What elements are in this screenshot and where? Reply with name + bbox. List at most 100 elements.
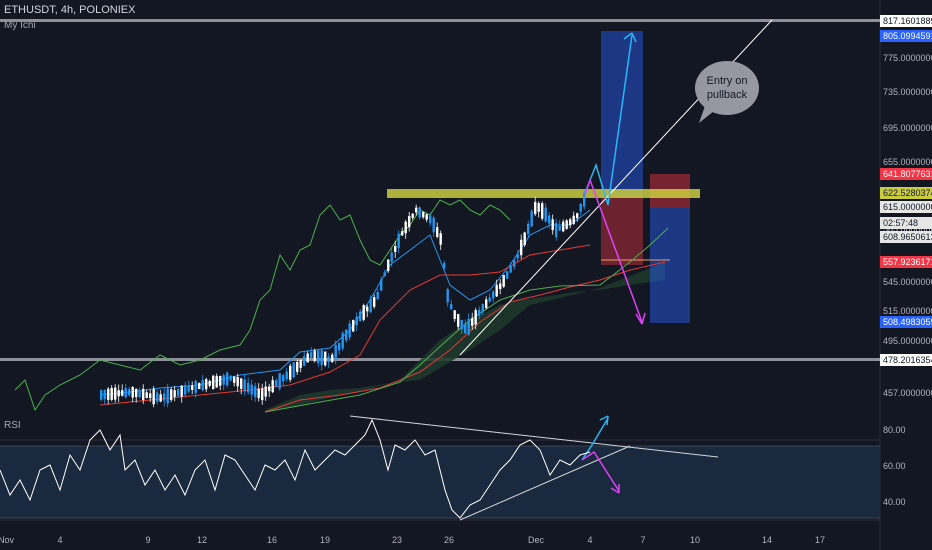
candle-body (240, 378, 243, 389)
candle-body (355, 316, 358, 326)
candle-body (215, 375, 218, 388)
candle-body (138, 390, 141, 398)
candle-body (569, 219, 572, 226)
candle-body (541, 203, 544, 219)
candle-body (390, 252, 393, 262)
candle-body (324, 351, 327, 366)
candle-body (429, 215, 432, 224)
time-tick-label: 7 (640, 535, 645, 545)
bearish-arrow-head (635, 312, 646, 325)
price-tick-label: 495.00000000 (883, 336, 932, 346)
candle-body (387, 259, 390, 272)
candle-body (376, 292, 379, 299)
candle-body (289, 365, 292, 380)
rsi-descending-trendline[interactable] (349, 415, 719, 458)
candle-body (457, 314, 460, 327)
price-tick-label: 655.00000000 (883, 157, 932, 167)
candle-body (562, 221, 565, 232)
callout-line-1: Entry on (707, 75, 748, 87)
candle-body (366, 306, 369, 312)
candle-body (250, 384, 253, 395)
entry-callout[interactable]: Entry on pullback (695, 61, 759, 123)
candle-body (530, 210, 533, 227)
candle-body (163, 393, 166, 401)
candle-body (107, 388, 110, 400)
time-tick-label: 10 (690, 535, 700, 545)
candle-body (205, 379, 208, 390)
candle-body (233, 376, 236, 383)
rsi-ascending-trendline[interactable] (459, 445, 631, 521)
top-level-line[interactable] (0, 19, 880, 22)
candle-body (453, 310, 456, 320)
bearish-projection-arrow[interactable] (584, 177, 643, 323)
candle-body (128, 389, 131, 396)
candle-body (198, 382, 201, 390)
candle-body (243, 379, 246, 392)
candle-body (362, 305, 365, 320)
candle-body (436, 227, 439, 237)
long-stop-zone[interactable] (601, 195, 643, 265)
candle-body (544, 207, 547, 222)
resistance-zone[interactable] (387, 189, 700, 198)
candle-body (499, 283, 502, 290)
long-target-zone[interactable] (601, 31, 643, 195)
time-axis[interactable]: Nov 4 9 12 16 19 23 26 Dec 4 7 10 14 17 (0, 535, 825, 545)
time-tick-label: 4 (587, 535, 592, 545)
candle-body (502, 274, 505, 287)
price-badge-label: 508.49830592 (883, 317, 932, 327)
candle-body (467, 318, 470, 335)
candle-body (184, 385, 187, 395)
candle-body (201, 379, 204, 391)
candle-body (418, 207, 421, 218)
price-badges: 817.16018897 805.09945919 641.80776313 622.… (880, 15, 932, 366)
bullish-projection-arrow[interactable] (584, 34, 633, 206)
rsi-tick-label: 80.00 (883, 425, 906, 435)
candle-body (492, 291, 495, 299)
candle-body (380, 279, 383, 291)
candle-body (394, 245, 397, 253)
price-tick-label: 775.00000000 (883, 53, 932, 63)
candle-body (352, 320, 355, 332)
candle-body (261, 388, 264, 401)
candle-body (450, 304, 453, 310)
candle-body (513, 259, 516, 267)
candle-body (338, 343, 341, 351)
indicator-label[interactable]: My Ichi (4, 20, 36, 31)
price-tick-label: 735.00000000 (883, 87, 932, 97)
candle-body (369, 298, 372, 313)
candle-body (317, 350, 320, 364)
candle-body (278, 373, 281, 389)
rsi-bearish-arrow[interactable] (581, 450, 620, 492)
candle-body (523, 232, 526, 245)
candle-body (121, 390, 124, 396)
candle-body (411, 213, 414, 218)
price-badge (880, 231, 932, 243)
candle-body (534, 201, 537, 215)
chikou-span (14, 199, 511, 412)
time-tick-label: 14 (762, 535, 772, 545)
candle-body (488, 297, 491, 302)
price-badge (880, 30, 932, 42)
rsi-bullish-arrow[interactable] (581, 417, 609, 461)
candle-body (446, 289, 449, 303)
candle-body (187, 386, 190, 392)
time-tick-label: 17 (815, 535, 825, 545)
time-tick-label: Nov (0, 535, 14, 545)
candle-body (180, 385, 183, 397)
time-tick-label: 26 (444, 535, 454, 545)
rsi-label[interactable]: RSI (4, 420, 21, 431)
rsi-axis[interactable]: 80.00 60.00 40.00 (883, 425, 906, 507)
short-target-zone[interactable] (650, 208, 690, 323)
candle-body (432, 217, 435, 233)
price-tick-label: 695.00000000 (883, 123, 932, 133)
candle-body (443, 263, 446, 269)
price-badge-label: 478.20163544 (883, 355, 932, 365)
candle-body (425, 214, 428, 220)
time-tick-label: 9 (145, 535, 150, 545)
candle-body (100, 390, 103, 400)
symbol-title[interactable]: ETHUSDT, 4h, POLONIEX (4, 4, 136, 16)
candle-body (226, 372, 229, 386)
candle-body (282, 375, 285, 382)
candle-body (170, 389, 173, 400)
